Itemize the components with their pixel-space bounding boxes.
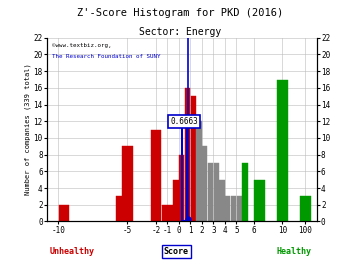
Bar [151, 130, 161, 221]
Bar [219, 180, 225, 221]
Bar [162, 205, 173, 221]
Bar [208, 163, 213, 221]
Bar [242, 163, 248, 221]
Bar [59, 205, 69, 221]
Bar [191, 96, 196, 221]
Bar [254, 180, 265, 221]
Text: Z'-Score Histogram for PKD (2016): Z'-Score Histogram for PKD (2016) [77, 8, 283, 18]
Bar [277, 80, 288, 221]
Bar [213, 163, 219, 221]
Bar [122, 146, 132, 221]
Bar [174, 180, 179, 221]
Bar [237, 196, 242, 221]
Bar [197, 121, 202, 221]
Text: Sector: Energy: Sector: Energy [139, 27, 221, 37]
Bar [225, 196, 230, 221]
Bar [202, 146, 207, 221]
Text: Score: Score [164, 247, 189, 256]
Bar [300, 196, 311, 221]
Y-axis label: Number of companies (339 total): Number of companies (339 total) [24, 64, 31, 195]
Bar [182, 121, 187, 221]
Text: Unhealthy: Unhealthy [50, 247, 94, 256]
Bar [185, 88, 190, 221]
Text: Healthy: Healthy [276, 247, 311, 256]
Bar [116, 196, 127, 221]
Text: ©www.textbiz.org,: ©www.textbiz.org, [52, 43, 112, 48]
Text: 0.6663: 0.6663 [170, 117, 198, 126]
Bar [179, 155, 184, 221]
Bar [231, 196, 236, 221]
Text: The Research Foundation of SUNY: The Research Foundation of SUNY [52, 54, 161, 59]
